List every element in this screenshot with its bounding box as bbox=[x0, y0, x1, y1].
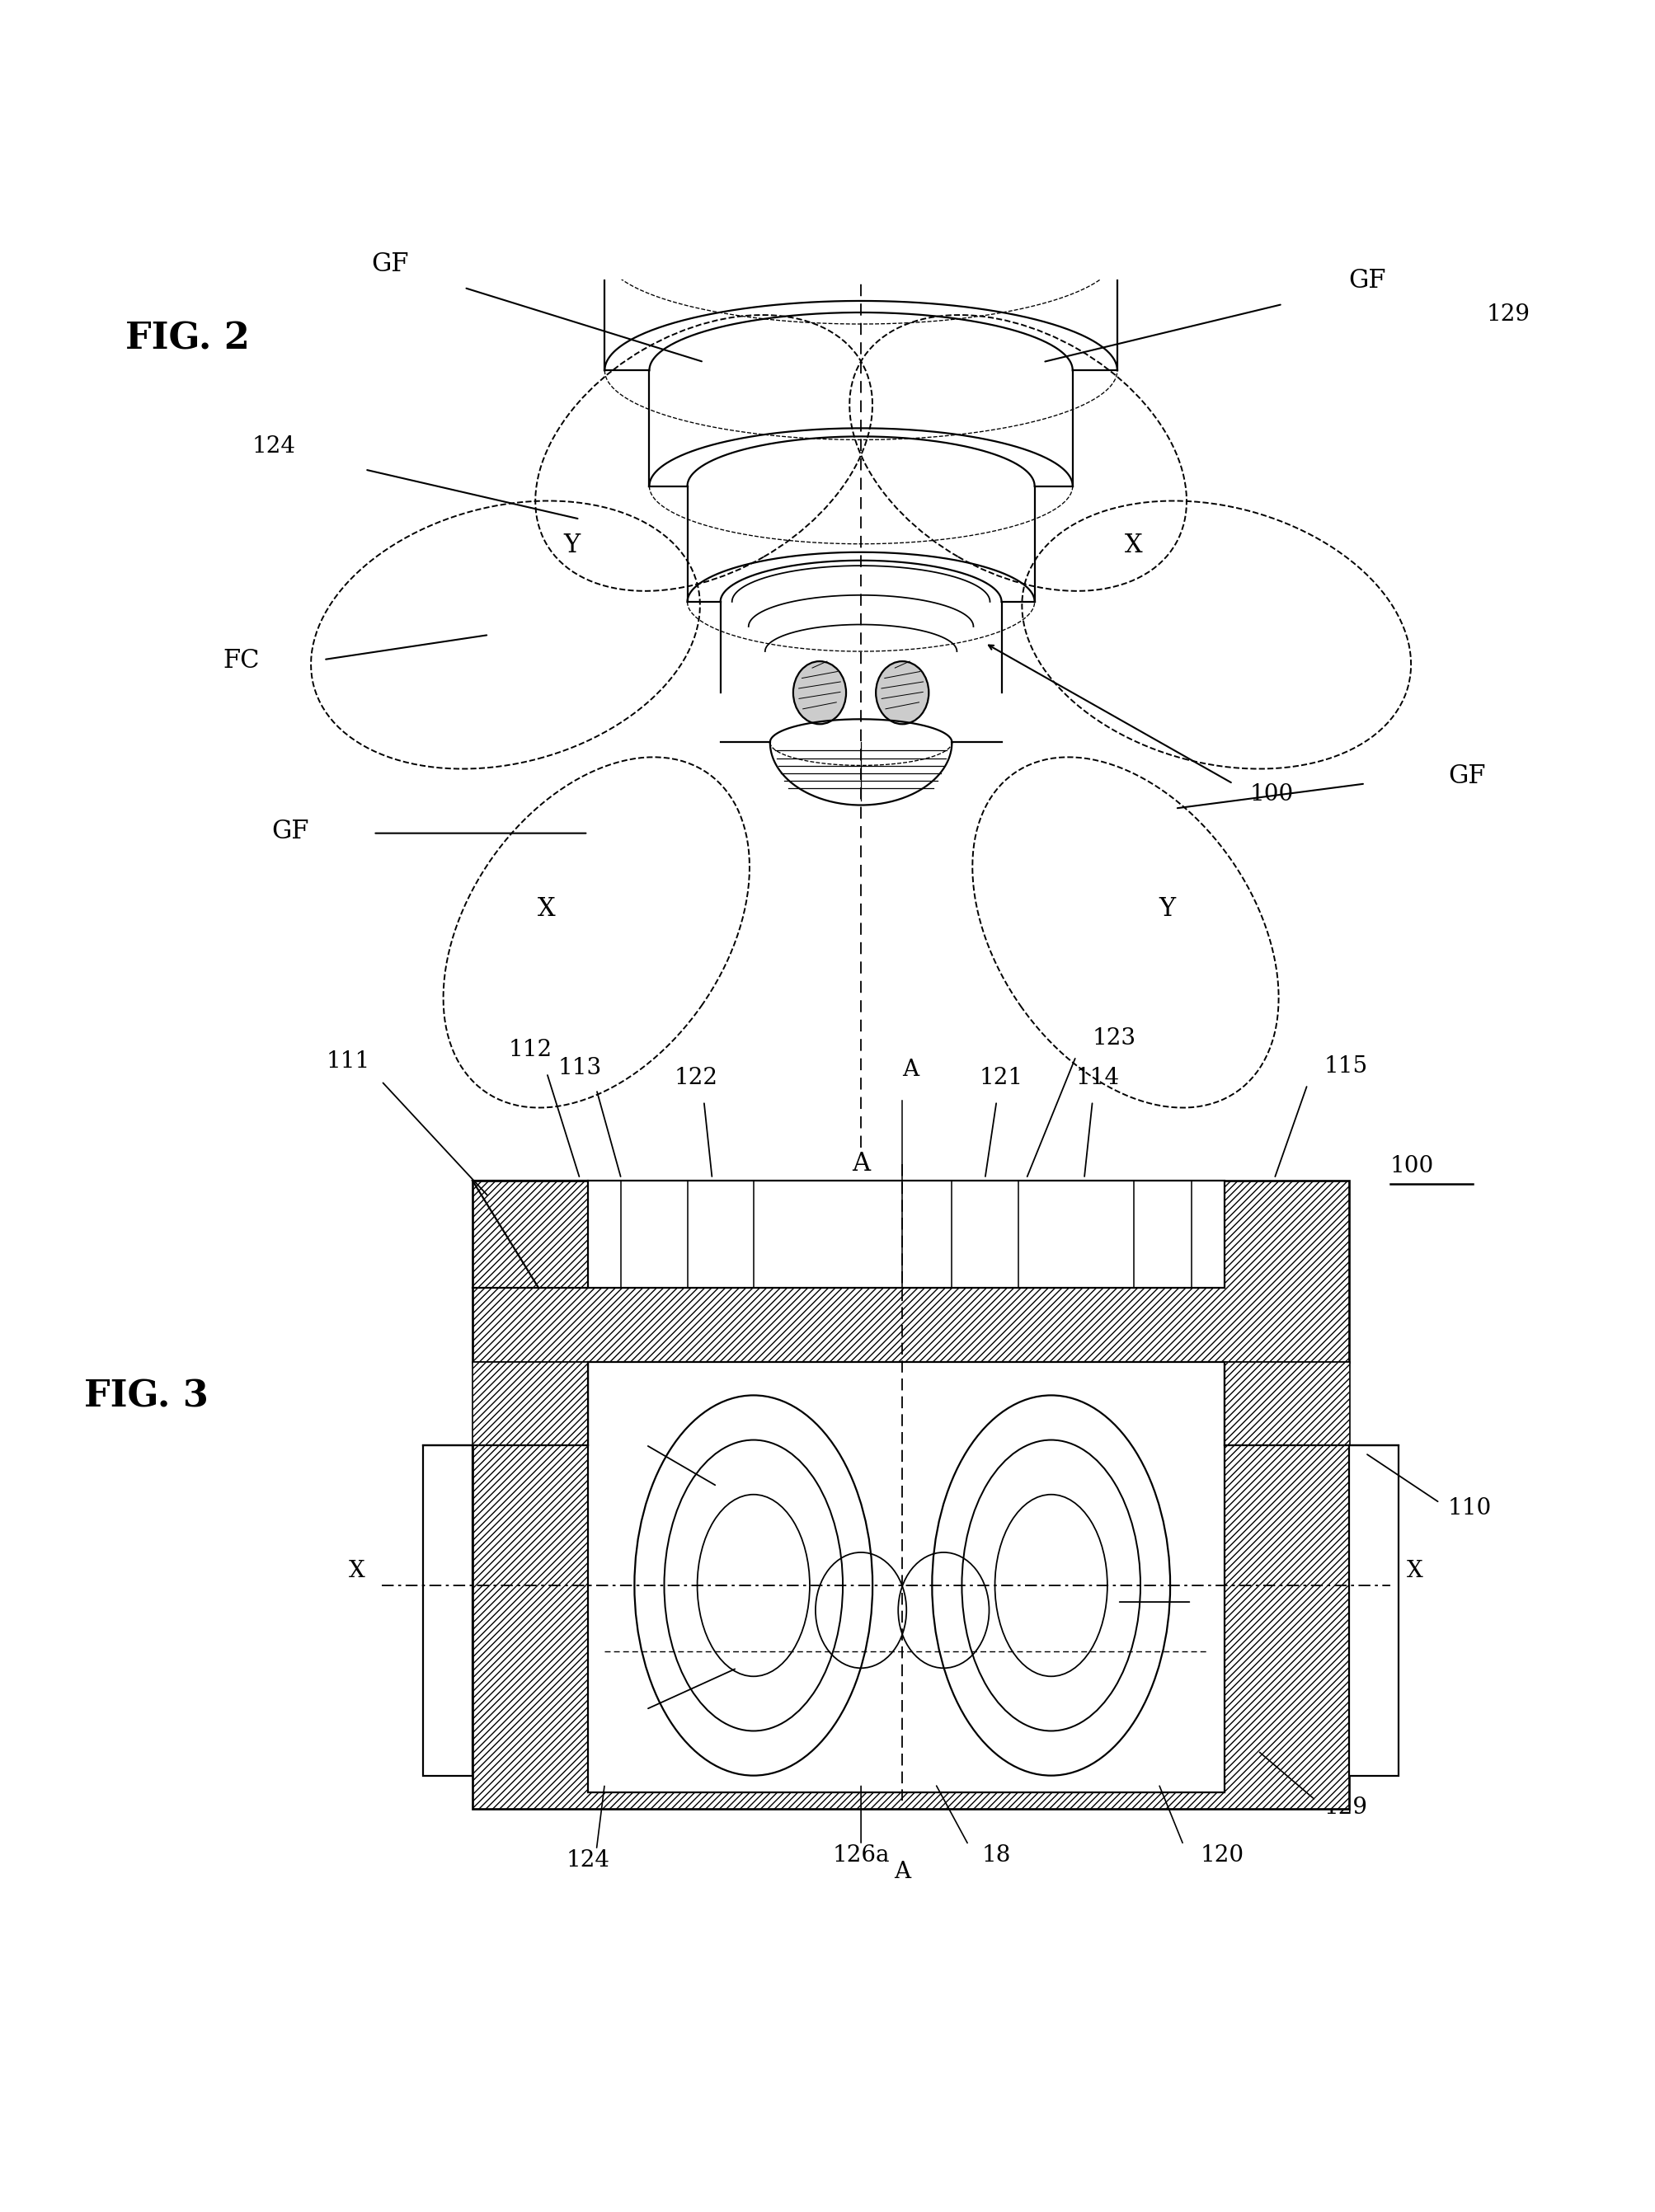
Text: FC: FC bbox=[222, 648, 260, 675]
Bar bbox=[1349, 1444, 1398, 1776]
Text: 121: 121 bbox=[980, 1066, 1023, 1091]
Text: 129: 129 bbox=[1485, 303, 1529, 325]
Bar bbox=[588, 1181, 1225, 1287]
Text: GF: GF bbox=[371, 252, 409, 276]
Text: 113: 113 bbox=[558, 1057, 601, 1079]
Bar bbox=[422, 1444, 472, 1776]
Text: 100: 100 bbox=[1390, 1155, 1433, 1177]
Text: 100: 100 bbox=[1250, 783, 1293, 805]
Text: A: A bbox=[851, 1150, 869, 1177]
Text: X: X bbox=[348, 1559, 364, 1582]
Text: 125: 125 bbox=[1200, 1590, 1243, 1613]
Text: GF: GF bbox=[271, 818, 309, 845]
Text: Y: Y bbox=[563, 533, 579, 557]
Text: 115: 115 bbox=[1324, 1055, 1367, 1077]
Text: 124: 124 bbox=[252, 436, 296, 458]
Ellipse shape bbox=[875, 661, 928, 723]
Bar bbox=[472, 1363, 588, 1444]
Text: X: X bbox=[538, 896, 556, 922]
Text: 126b: 126b bbox=[601, 1708, 659, 1732]
Bar bbox=[588, 1363, 1225, 1792]
Text: 129: 129 bbox=[1324, 1796, 1367, 1818]
Text: 111: 111 bbox=[326, 1051, 371, 1073]
Bar bbox=[1225, 1363, 1349, 1444]
Text: 112: 112 bbox=[508, 1040, 551, 1062]
Text: GF: GF bbox=[1349, 268, 1385, 294]
Text: 124: 124 bbox=[566, 1849, 609, 1871]
Text: 128: 128 bbox=[607, 1413, 650, 1436]
Text: Y: Y bbox=[1158, 896, 1175, 922]
Text: FIG. 2: FIG. 2 bbox=[126, 321, 250, 356]
Text: 123: 123 bbox=[1092, 1029, 1135, 1051]
Text: 122: 122 bbox=[674, 1066, 717, 1091]
Text: GF: GF bbox=[1446, 763, 1485, 790]
Bar bbox=[472, 1181, 1349, 1363]
Text: FIG. 3: FIG. 3 bbox=[84, 1378, 209, 1413]
Text: 114: 114 bbox=[1076, 1066, 1119, 1091]
Text: 120: 120 bbox=[1200, 1845, 1243, 1867]
Text: X: X bbox=[1124, 533, 1142, 557]
Ellipse shape bbox=[793, 661, 846, 723]
Text: 18: 18 bbox=[981, 1845, 1010, 1867]
Bar bbox=[472, 1363, 1349, 1809]
Text: 126a: 126a bbox=[832, 1845, 889, 1867]
Text: 110: 110 bbox=[1446, 1498, 1491, 1520]
Text: A: A bbox=[902, 1060, 919, 1082]
Text: X: X bbox=[1407, 1559, 1422, 1582]
Text: A: A bbox=[894, 1860, 910, 1882]
